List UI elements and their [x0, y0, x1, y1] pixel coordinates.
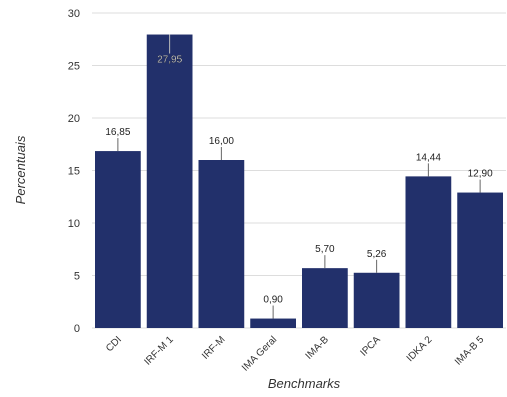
- y-tick-label: 0: [74, 323, 80, 335]
- data-label: 5,70: [315, 244, 335, 255]
- y-tick-label: 15: [68, 166, 80, 178]
- y-tick-label: 20: [68, 113, 80, 125]
- data-label: 27,95: [157, 55, 182, 66]
- data-label: 16,00: [209, 136, 234, 147]
- data-labels: 16,85 27,95 16,00 0,90 5,70 5,26 14,44 12,90: [105, 34, 493, 319]
- bar-irf-m: [198, 160, 245, 328]
- x-tick-label: IMA-B 5: [453, 334, 487, 368]
- data-label: 12,90: [468, 169, 493, 180]
- bar-ima-geral: [250, 318, 296, 328]
- x-tick-label: IPCA: [358, 334, 383, 359]
- y-axis-ticks: 0 5 10 15 20 25 30: [68, 8, 80, 335]
- bar-irf-m-1: [146, 34, 193, 329]
- x-tick-label: IRF-M 1: [142, 334, 176, 368]
- data-label: 5,26: [367, 249, 387, 260]
- x-tick-label: IRF-M: [200, 334, 227, 361]
- bar-ima-b: [302, 268, 348, 328]
- x-tick-label: IMA-B: [304, 334, 332, 362]
- y-axis-title: Percentuais: [13, 135, 28, 204]
- y-tick-label: 5: [74, 271, 80, 283]
- bars: [95, 34, 503, 329]
- data-label: 0,90: [263, 295, 283, 306]
- x-tick-label: IDKA 2: [405, 334, 435, 364]
- y-tick-label: 30: [68, 8, 80, 20]
- x-axis-ticks: CDI IRF-M 1 IRF-M IMA Geral IMA-B IPCA IDKA 2 I…: [104, 334, 487, 374]
- bar-idka-2: [405, 176, 452, 328]
- x-axis-title: Benchmarks: [268, 376, 341, 391]
- y-tick-label: 25: [68, 61, 80, 73]
- bar-cdi: [95, 151, 141, 328]
- bar-ima-b-5: [457, 192, 503, 328]
- data-label: 16,85: [105, 127, 130, 138]
- y-tick-label: 10: [68, 218, 80, 230]
- data-label: 14,44: [416, 152, 441, 163]
- x-tick-label: CDI: [104, 334, 124, 354]
- x-tick-label: IMA Geral: [240, 334, 279, 373]
- bar-ipca: [353, 272, 400, 328]
